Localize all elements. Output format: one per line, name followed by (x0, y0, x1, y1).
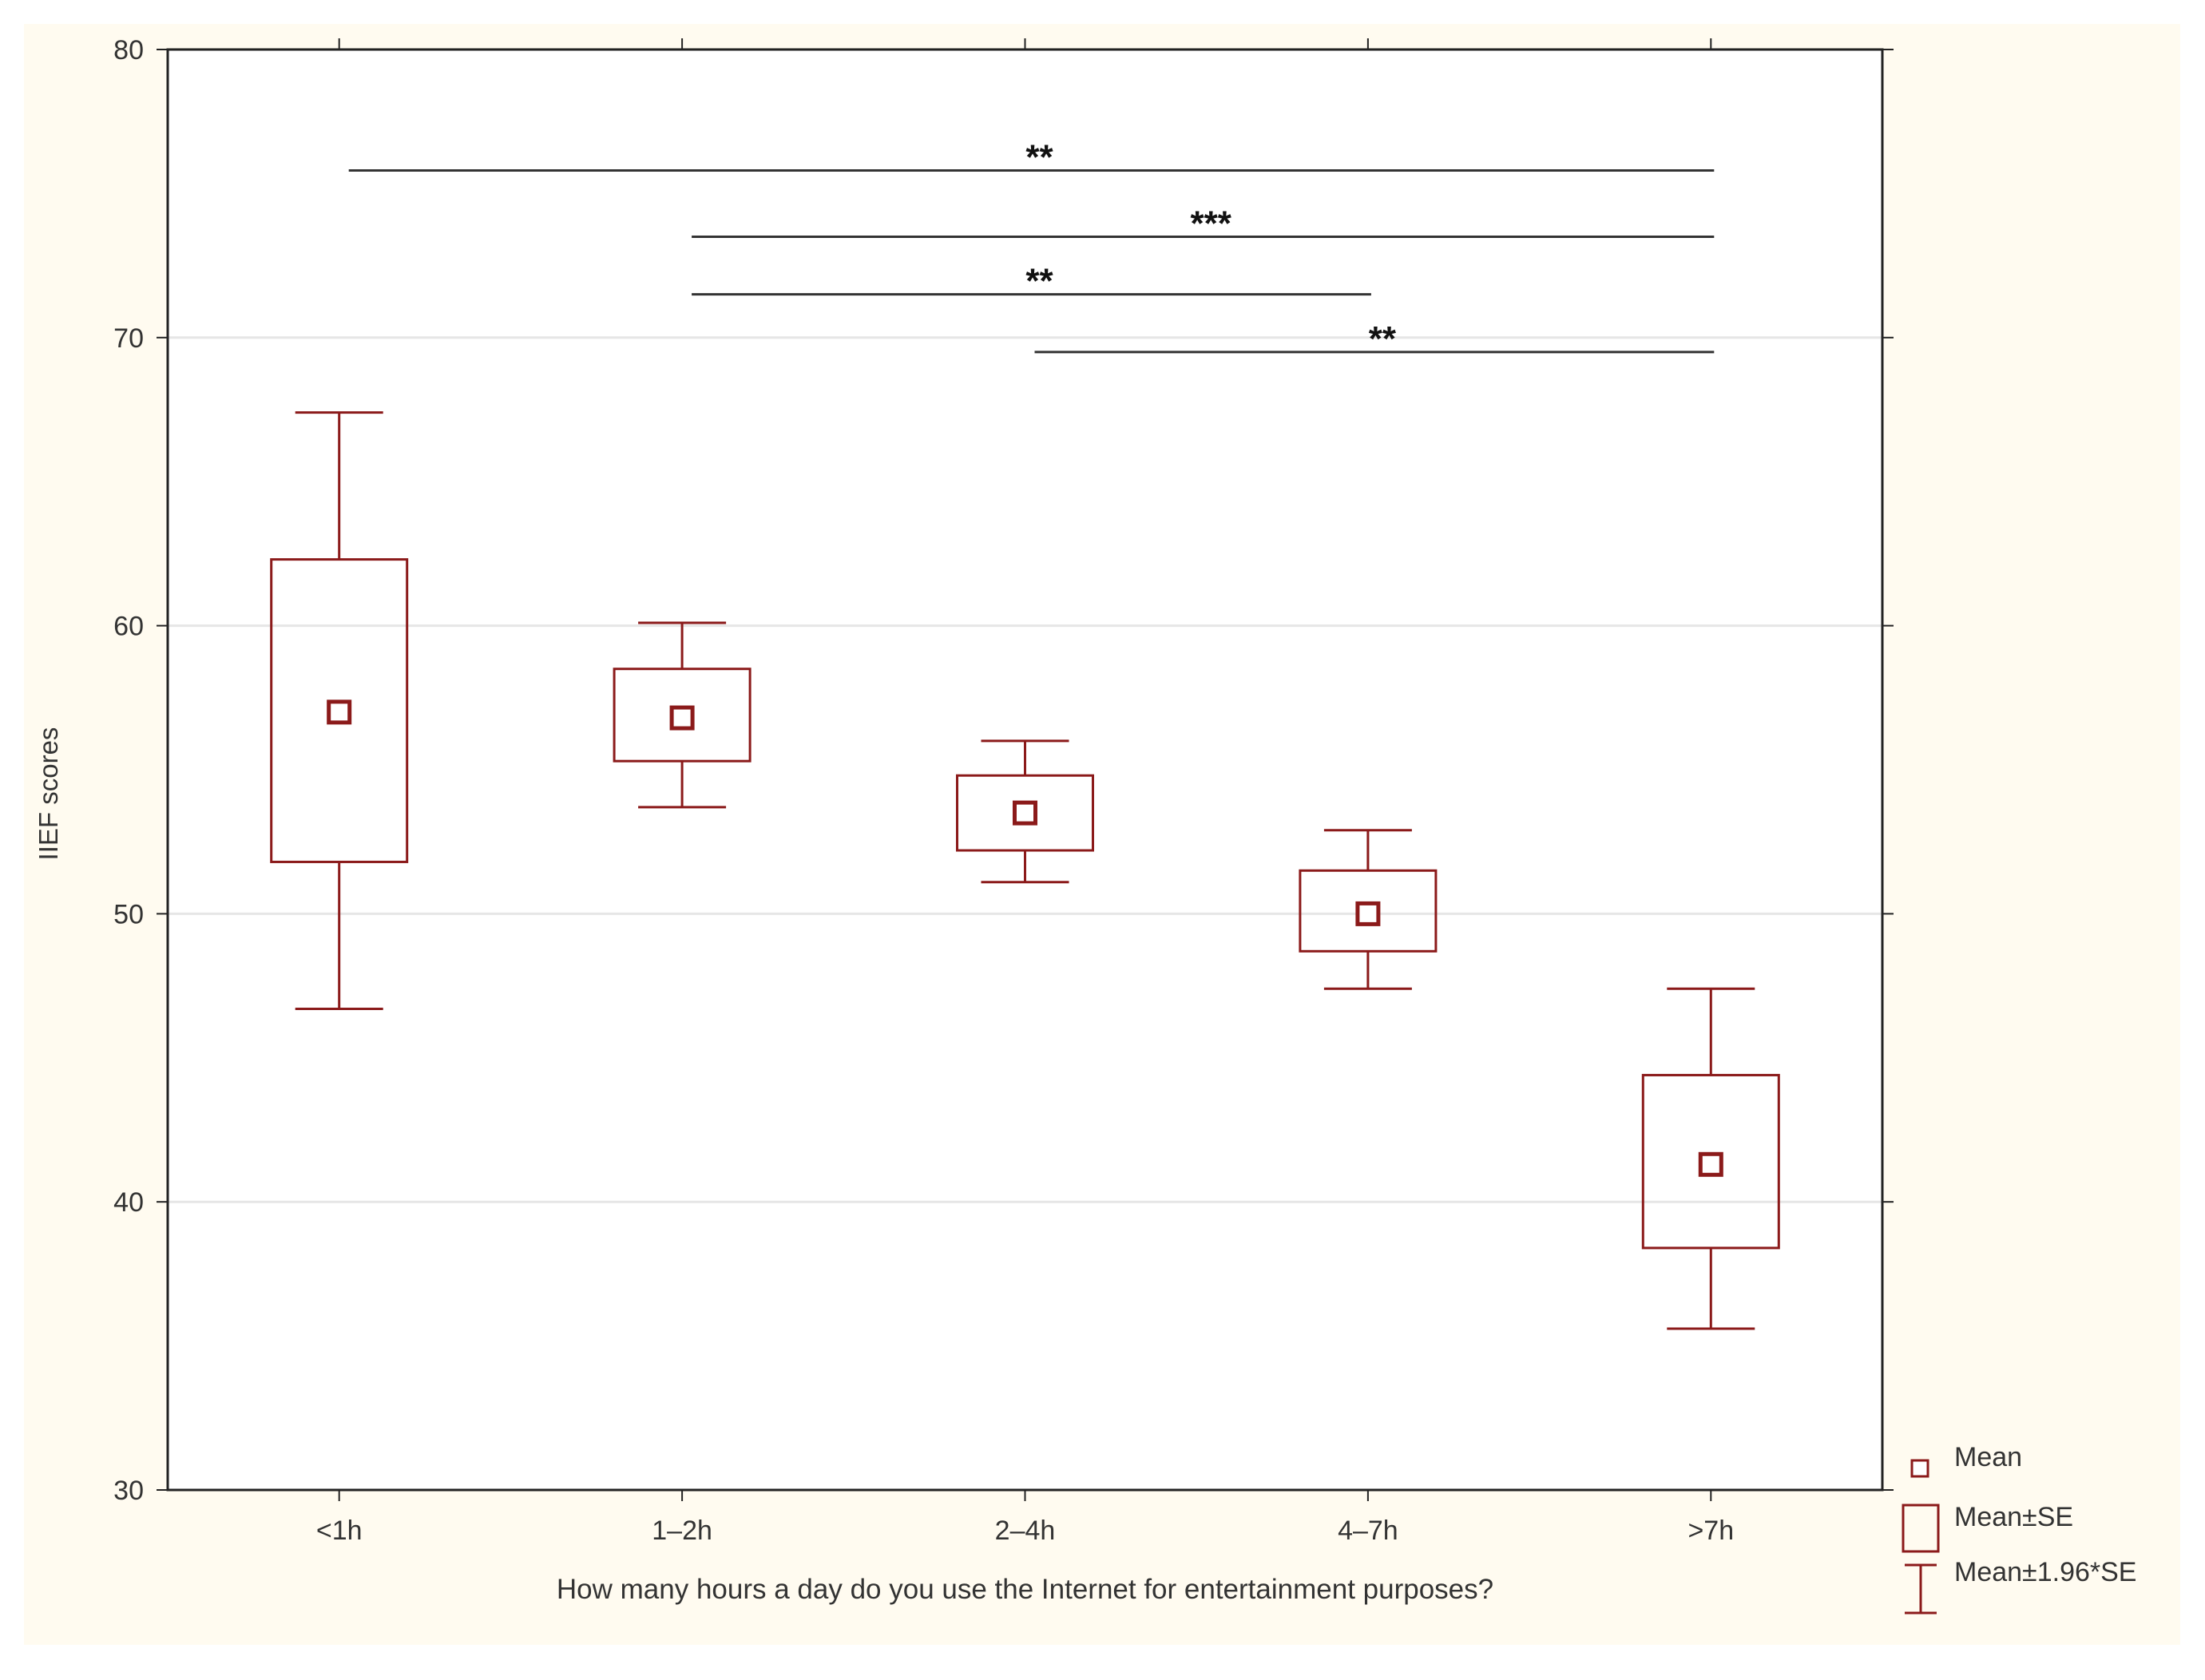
y-tick-label: 50 (113, 899, 144, 929)
y-tick-label: 40 (113, 1187, 144, 1218)
x-tick-label: 1–2h (652, 1516, 712, 1546)
legend-mean-label: Mean (1954, 1442, 2022, 1472)
se-box (1299, 869, 1438, 953)
significance-label: ** (1369, 319, 1397, 359)
mean-marker (1698, 1151, 1723, 1177)
y-tick-label: 70 (113, 323, 144, 354)
y-axis-label: IIEF scores (34, 727, 63, 861)
x-tick-label: 2–4h (995, 1516, 1056, 1546)
y-tick-label: 80 (113, 35, 144, 65)
se-box (613, 668, 752, 763)
se-box (270, 558, 409, 863)
mean-marker (327, 699, 352, 725)
legend-ci-label: Mean±1.96*SE (1954, 1557, 2136, 1587)
legend-mean-icon (1910, 1459, 1929, 1478)
y-tick-label: 30 (113, 1476, 144, 1506)
se-box (956, 774, 1094, 852)
y-tick-label: 60 (113, 612, 144, 642)
x-axis-label: How many hours a day do you use the Inte… (557, 1574, 1493, 1605)
mean-marker (1013, 800, 1037, 826)
mean-marker (669, 705, 695, 731)
x-tick-label: >7h (1687, 1516, 1734, 1546)
significance-label: ** (1025, 138, 1053, 177)
significance-label: *** (1191, 204, 1232, 244)
significance-label: ** (1025, 262, 1053, 301)
plot-frame (166, 48, 1884, 1492)
mean-marker (1355, 901, 1381, 926)
x-tick-label: 4–7h (1338, 1516, 1398, 1546)
legend-se-label: Mean±SE (1954, 1502, 2073, 1532)
x-tick-label: <1h (316, 1516, 363, 1546)
se-box (1641, 1073, 1780, 1250)
legend-se-icon (1902, 1504, 1940, 1553)
